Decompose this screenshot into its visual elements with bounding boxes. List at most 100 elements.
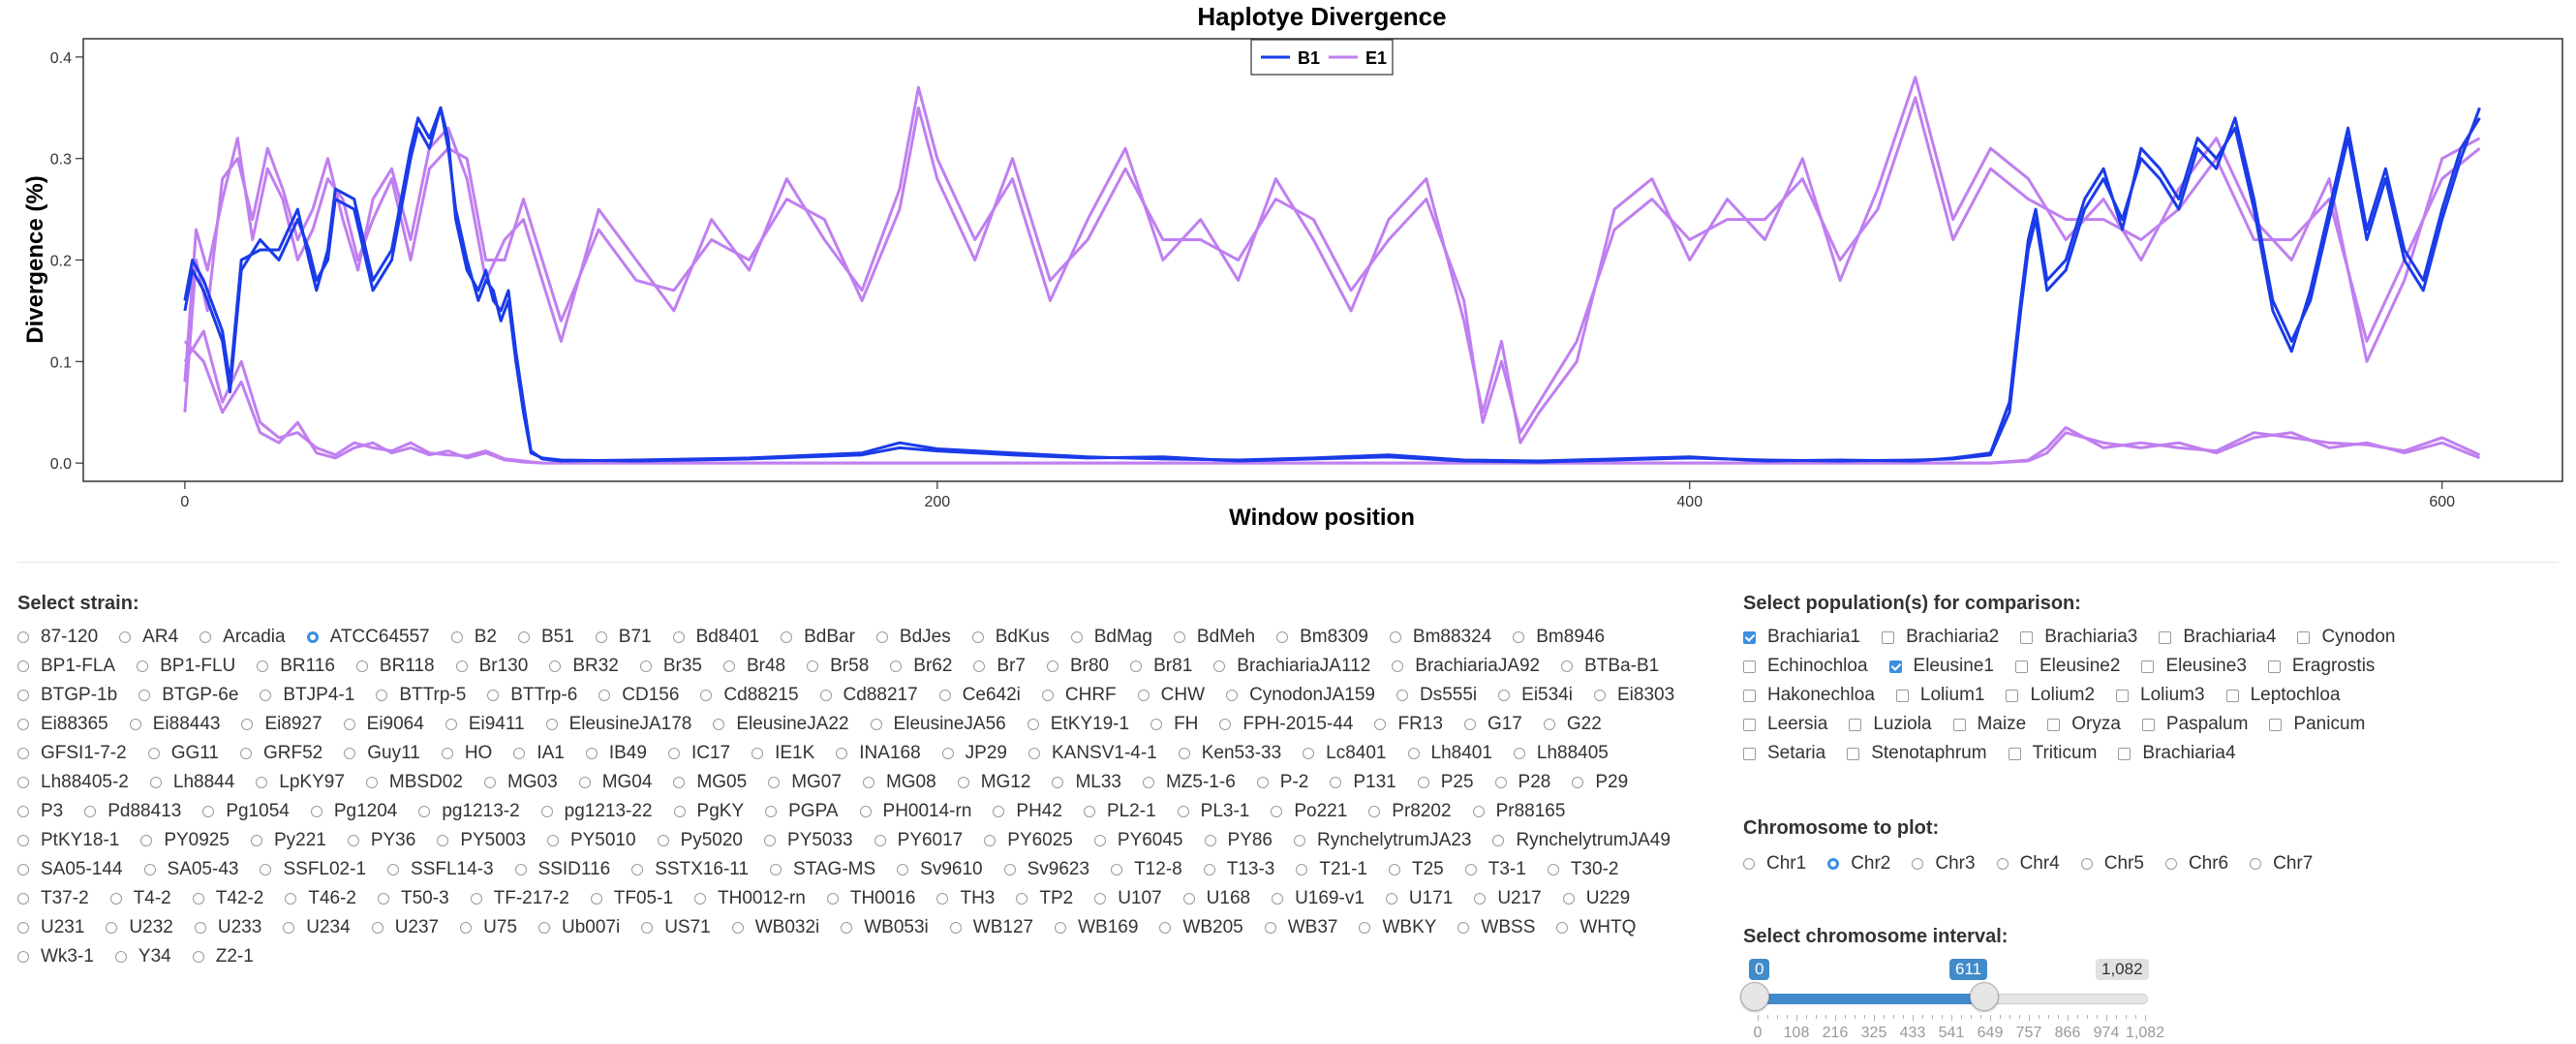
strain-radio[interactable] — [826, 893, 839, 905]
strain-option-b51[interactable]: B51 — [517, 623, 574, 652]
strain-option-br118[interactable]: BR118 — [355, 652, 435, 681]
strain-option-u237[interactable]: U237 — [371, 913, 439, 942]
strain-radio[interactable] — [722, 660, 735, 672]
strain-option-ei8927[interactable]: Ei8927 — [241, 710, 322, 739]
strain-option-mz5-1-6[interactable]: MZ5-1-6 — [1142, 768, 1236, 797]
strain-option-ei9064[interactable]: Ei9064 — [343, 710, 424, 739]
strain-option-us71[interactable]: US71 — [641, 913, 711, 942]
strain-option-br7[interactable]: Br7 — [973, 652, 1026, 681]
population-checkbox[interactable] — [2141, 718, 2155, 731]
strain-option-whtq[interactable]: WHTQ — [1556, 913, 1636, 942]
strain-option-bdjes[interactable]: BdJes — [875, 623, 951, 652]
strain-radio[interactable] — [260, 690, 272, 701]
strain-radio[interactable] — [1177, 806, 1189, 817]
strain-radio[interactable] — [1296, 864, 1308, 875]
strain-radio[interactable] — [306, 631, 319, 643]
strain-option-t50-3[interactable]: T50-3 — [378, 884, 449, 913]
strain-radio[interactable] — [387, 864, 400, 875]
strain-option-fr13[interactable]: FR13 — [1374, 710, 1443, 739]
strain-option-b71[interactable]: B71 — [595, 623, 652, 652]
population-option-leersia[interactable]: Leersia — [1743, 710, 1827, 739]
strain-option-guy11[interactable]: Guy11 — [344, 739, 420, 768]
strain-radio[interactable] — [450, 631, 463, 643]
strain-radio[interactable] — [875, 631, 888, 643]
strain-radio[interactable] — [1474, 893, 1487, 905]
strain-option-ptky18-1[interactable]: PtKY18-1 — [17, 826, 119, 855]
strain-radio[interactable] — [836, 748, 848, 759]
strain-option-tf-217-2[interactable]: TF-217-2 — [470, 884, 569, 913]
strain-option-t37-2[interactable]: T37-2 — [17, 884, 89, 913]
strain-option-ce642i[interactable]: Ce642i — [938, 681, 1021, 710]
strain-radio[interactable] — [149, 777, 162, 788]
population-option-luziola[interactable]: Luziola — [1849, 710, 1932, 739]
strain-radio[interactable] — [984, 835, 997, 846]
strain-option-ar4[interactable]: AR4 — [119, 623, 178, 652]
strain-option-lh8401[interactable]: Lh8401 — [1407, 739, 1492, 768]
strain-option-tf05-1[interactable]: TF05-1 — [590, 884, 673, 913]
strain-option-tp2[interactable]: TP2 — [1016, 884, 1073, 913]
strain-radio[interactable] — [1182, 893, 1195, 905]
population-checkbox[interactable] — [2006, 689, 2019, 702]
strain-radio[interactable] — [657, 835, 669, 846]
strain-radio[interactable] — [517, 631, 530, 643]
population-option-lolium1[interactable]: Lolium1 — [1895, 681, 1984, 710]
strain-option-pl3-1[interactable]: PL3-1 — [1177, 797, 1249, 826]
strain-option-pd88413[interactable]: Pd88413 — [84, 797, 181, 826]
strain-option-ic17[interactable]: IC17 — [667, 739, 730, 768]
strain-radio[interactable] — [1055, 922, 1067, 934]
chromosome-radio[interactable] — [2080, 858, 2093, 870]
strain-option-kansv1-4-1[interactable]: KANSV1-4-1 — [1027, 739, 1157, 768]
chromosome-option-chr5[interactable]: Chr5 — [2080, 849, 2144, 878]
population-checkbox[interactable] — [2267, 660, 2281, 673]
strain-radio[interactable] — [192, 951, 204, 963]
strain-option-pg1213-22[interactable]: pg1213-22 — [540, 797, 653, 826]
slider-from-handle[interactable] — [1740, 982, 1769, 1011]
strain-radio[interactable] — [1094, 893, 1107, 905]
strain-radio[interactable] — [84, 806, 97, 817]
strain-radio[interactable] — [673, 806, 686, 817]
strain-radio[interactable] — [585, 748, 598, 759]
strain-option-br35[interactable]: Br35 — [639, 652, 702, 681]
strain-radio[interactable] — [418, 806, 431, 817]
population-checkbox[interactable] — [2047, 718, 2061, 731]
strain-option-chrf[interactable]: CHRF — [1041, 681, 1117, 710]
population-option-eleusine3[interactable]: Eleusine3 — [2141, 652, 2247, 681]
strain-radio[interactable] — [194, 922, 206, 934]
strain-radio[interactable] — [17, 631, 29, 643]
strain-option-py6025[interactable]: PY6025 — [984, 826, 1073, 855]
strain-radio[interactable] — [1203, 864, 1215, 875]
strain-radio[interactable] — [257, 660, 269, 672]
strain-option-py86[interactable]: PY86 — [1204, 826, 1273, 855]
population-checkbox[interactable] — [2297, 630, 2311, 644]
strain-option-bttrp-6[interactable]: BTTrp-6 — [487, 681, 577, 710]
strain-radio[interactable] — [119, 631, 132, 643]
strain-option-etky19-1[interactable]: EtKY19-1 — [1027, 710, 1129, 739]
strain-option-br62[interactable]: Br62 — [890, 652, 952, 681]
strain-radio[interactable] — [1513, 631, 1525, 643]
population-option-paspalum[interactable]: Paspalum — [2141, 710, 2248, 739]
strain-option-u234[interactable]: U234 — [283, 913, 351, 942]
strain-radio[interactable] — [1407, 748, 1420, 759]
strain-radio[interactable] — [1093, 835, 1106, 846]
strain-option-wbky[interactable]: WBKY — [1359, 913, 1436, 942]
strain-radio[interactable] — [713, 719, 725, 730]
strain-radio[interactable] — [17, 951, 29, 963]
strain-radio[interactable] — [445, 719, 457, 730]
strain-option-cd88215[interactable]: Cd88215 — [700, 681, 799, 710]
strain-radio[interactable] — [1463, 719, 1476, 730]
strain-option-bdkus[interactable]: BdKus — [971, 623, 1050, 652]
strain-option-br32[interactable]: BR32 — [549, 652, 619, 681]
strain-option-ib49[interactable]: IB49 — [585, 739, 647, 768]
strain-option-g22[interactable]: G22 — [1543, 710, 1602, 739]
strain-option-t12-8[interactable]: T12-8 — [1111, 855, 1182, 884]
strain-option-ei534i[interactable]: Ei534i — [1498, 681, 1573, 710]
strain-radio[interactable] — [1593, 690, 1606, 701]
strain-radio[interactable] — [870, 719, 882, 730]
strain-radio[interactable] — [731, 922, 744, 934]
strain-radio[interactable] — [514, 864, 527, 875]
strain-option-btba-b1[interactable]: BTBa-B1 — [1561, 652, 1659, 681]
strain-option-sv9623[interactable]: Sv9623 — [1003, 855, 1089, 884]
strain-radio[interactable] — [355, 660, 368, 672]
strain-radio[interactable] — [371, 922, 383, 934]
strain-option-pgpa[interactable]: PGPA — [765, 797, 839, 826]
